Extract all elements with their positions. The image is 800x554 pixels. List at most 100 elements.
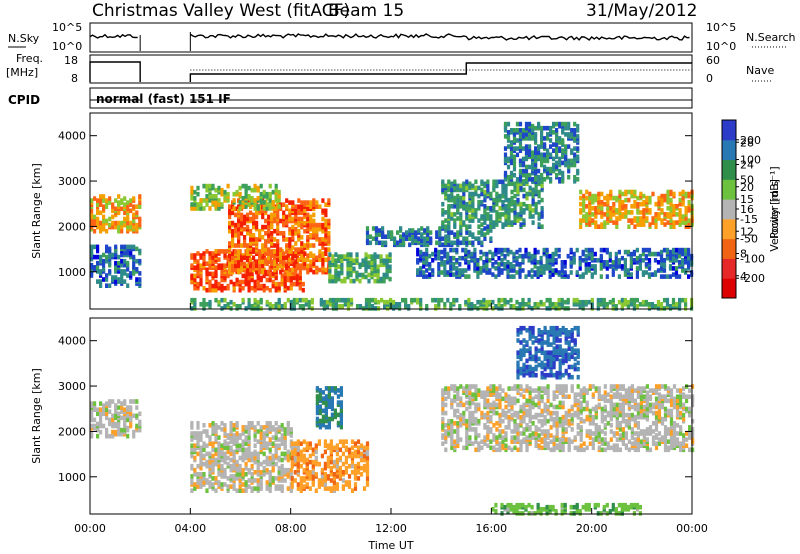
velocity-cell: [314, 455, 318, 461]
power-cell: [488, 268, 492, 273]
power-cell: [340, 254, 344, 259]
velocity-cell: [315, 406, 319, 412]
power-cell: [303, 220, 307, 226]
power-cell: [537, 121, 541, 127]
power-cell: [96, 254, 100, 260]
velocity-cell: [501, 435, 505, 440]
power-cell: [196, 259, 200, 264]
velocity-cell: [480, 445, 484, 451]
power-cell: [464, 247, 468, 253]
power-cell: [549, 138, 553, 143]
velocity-cell: [486, 386, 490, 391]
power-cell: [90, 250, 94, 256]
power-cell: [534, 158, 538, 164]
velocity-cell: [232, 449, 236, 455]
power-cell: [392, 306, 396, 311]
power-cell: [521, 156, 526, 162]
velocity-cell: [208, 459, 212, 465]
power-cell: [452, 262, 456, 267]
power-cell: [370, 260, 374, 266]
freq-trace-1: [189, 62, 692, 82]
velocity-cell: [241, 451, 245, 457]
velocity-cell: [259, 470, 263, 475]
power-cell: [253, 198, 257, 203]
velocity-cell: [247, 431, 251, 436]
power-cell: [537, 199, 541, 205]
power-cell: [453, 212, 457, 217]
power-cell: [267, 220, 271, 226]
power-cell: [549, 125, 553, 131]
velocity-cell: [504, 410, 508, 416]
power-cell: [337, 254, 341, 259]
power-cell: [687, 274, 691, 279]
velocity-cell: [318, 388, 322, 393]
velocity-cell: [338, 447, 342, 453]
velocity-cell: [120, 427, 124, 433]
power-cell: [503, 253, 507, 259]
velocity-cell: [311, 459, 315, 465]
velocity-cell: [205, 451, 209, 457]
velocity-cell: [196, 451, 200, 457]
power-cell: [675, 204, 679, 209]
power-cell: [518, 302, 522, 307]
power-cell: [437, 302, 441, 307]
velocity-cell: [114, 421, 118, 427]
power-cell: [678, 274, 682, 279]
noise-traces: [89, 32, 690, 51]
power-cell: [277, 204, 281, 209]
power-cell: [431, 297, 435, 303]
power-region-1: [90, 244, 142, 288]
power-cell: [671, 272, 676, 277]
power-cell: [684, 302, 688, 307]
velocity-cell: [296, 463, 300, 469]
velocity-cell: [510, 412, 514, 418]
power-cell: [93, 265, 97, 270]
power-cell: [503, 121, 508, 127]
power-cell: [608, 299, 612, 305]
power-cell: [306, 257, 310, 263]
power-cell: [268, 183, 272, 189]
power-cell: [512, 154, 517, 160]
power-cell: [90, 198, 94, 203]
power-cell: [518, 140, 523, 145]
power-cell: [566, 306, 570, 311]
power-cell: [243, 243, 247, 248]
power-cell: [190, 202, 194, 207]
power-cell: [461, 255, 465, 261]
power-cell: [497, 255, 501, 261]
power-cell: [364, 297, 369, 303]
power-cell: [659, 258, 664, 263]
power-cell: [545, 306, 549, 311]
velocity-cell: [190, 431, 194, 436]
power-cell: [555, 164, 559, 170]
power-cell: [533, 258, 537, 263]
power-cell: [629, 302, 633, 307]
velocity-cell: [105, 407, 109, 412]
velocity-cell: [196, 431, 200, 436]
velocity-cell: [214, 437, 218, 442]
velocity-cell: [299, 463, 303, 469]
power-cell: [507, 179, 511, 185]
freq-panel-frame: [89, 54, 693, 84]
power-cell: [295, 277, 299, 283]
power-cell: [521, 168, 526, 174]
power-cell: [385, 254, 389, 259]
power-cell: [327, 218, 331, 224]
velocity-cell: [341, 484, 345, 489]
velocity-cell: [311, 451, 315, 457]
velocity-cell: [320, 467, 324, 473]
velocity-cell: [339, 408, 343, 414]
power-cell: [306, 267, 310, 273]
power-cell: [264, 239, 268, 244]
velocity-cell: [474, 416, 478, 422]
velocity-cell: [99, 421, 103, 427]
velocity-cell: [507, 421, 511, 426]
power-cell: [237, 222, 241, 228]
velocity-cell: [265, 459, 269, 465]
velocity-cell: [193, 482, 197, 487]
power-cell: [645, 195, 649, 201]
power-cell: [247, 302, 251, 307]
power-cell: [419, 297, 423, 303]
power-cell: [509, 154, 514, 160]
power-cell: [621, 199, 625, 205]
